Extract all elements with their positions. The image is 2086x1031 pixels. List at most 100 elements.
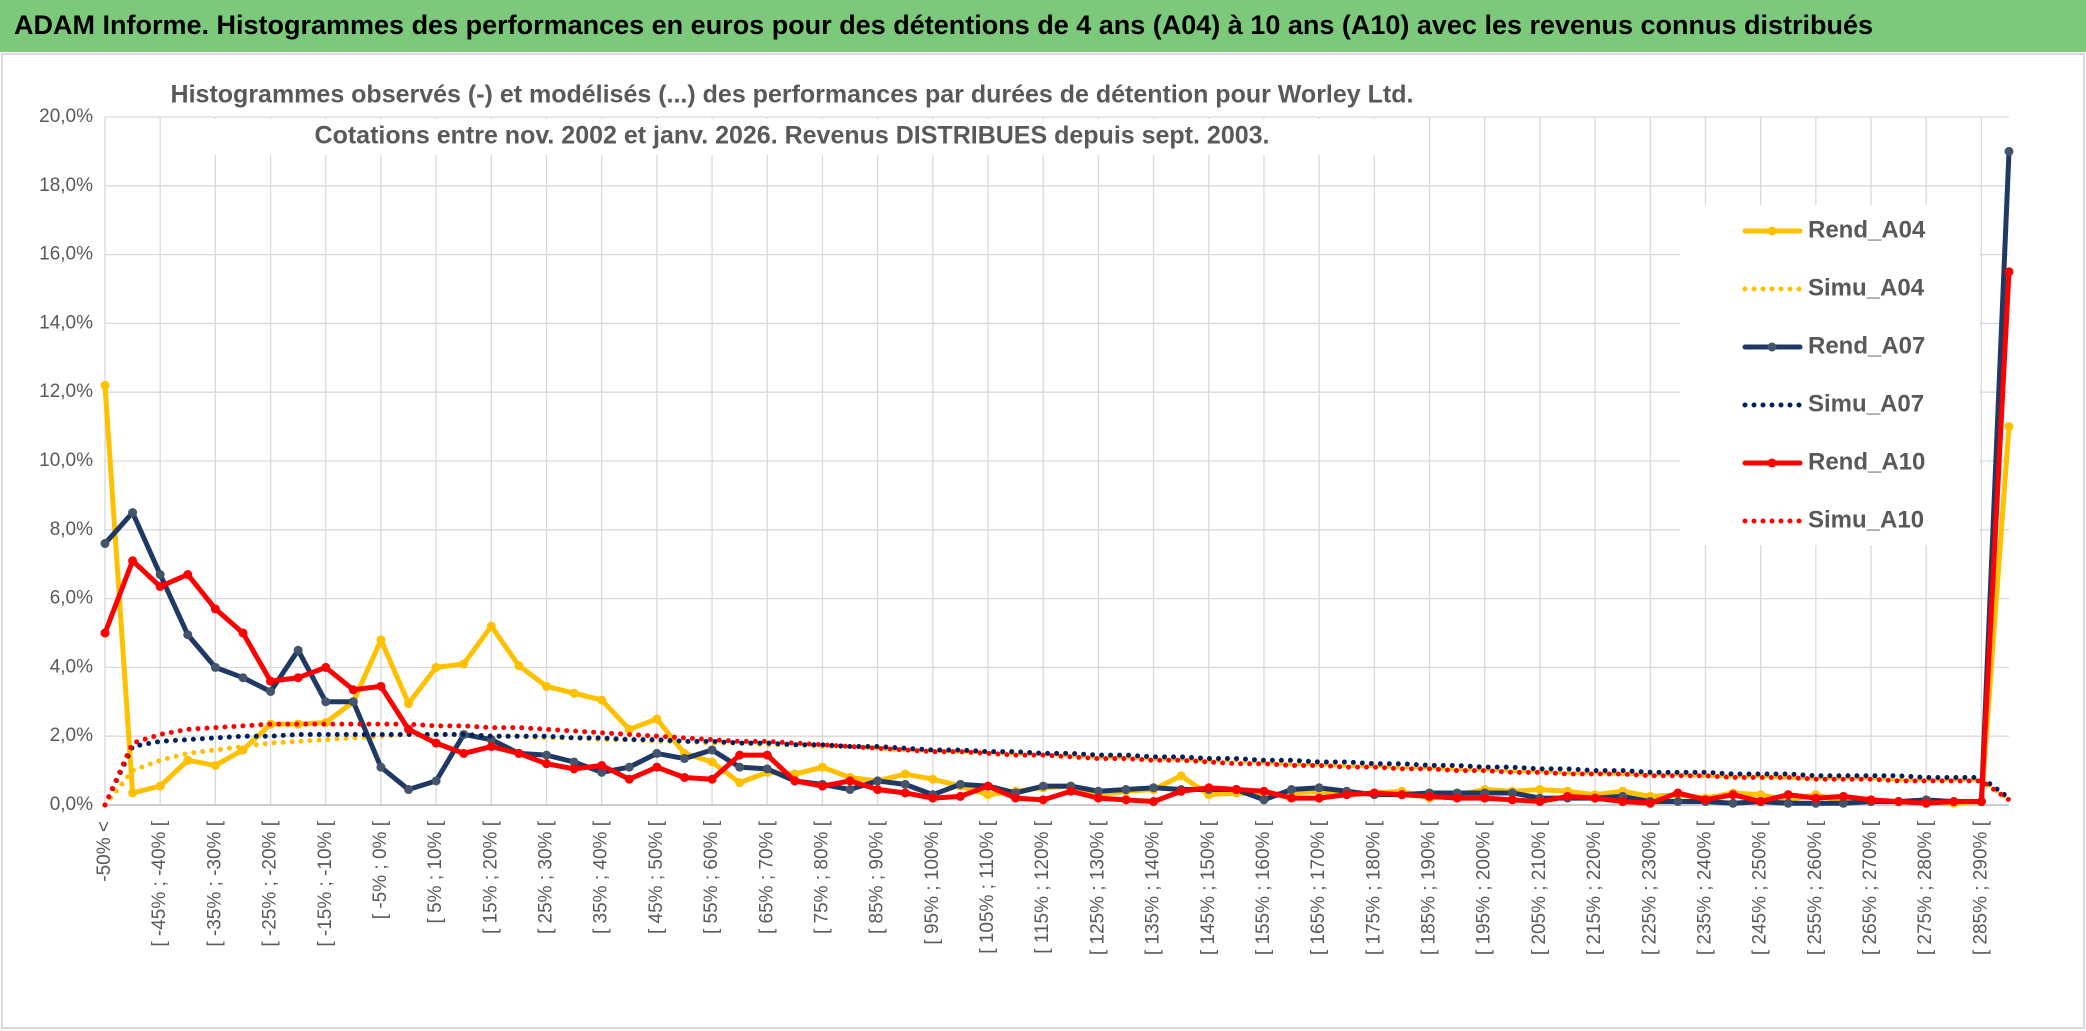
point-marker — [431, 662, 441, 672]
point-marker — [266, 686, 276, 696]
point-marker — [1425, 791, 1435, 801]
subtitle-background — [200, 78, 1385, 114]
point-marker — [1838, 791, 1848, 801]
point-marker — [1728, 790, 1738, 800]
point-marker — [707, 774, 717, 784]
x-tick-label: [ 145% ; 150% [ — [1198, 820, 1219, 955]
x-tick-label: [ 255% ; 260% [ — [1805, 820, 1826, 955]
point-marker — [293, 645, 303, 655]
point-marker — [155, 582, 165, 592]
point-marker — [1976, 797, 1986, 807]
point-marker — [542, 750, 552, 760]
point-marker — [735, 778, 745, 788]
x-tick-label: [ 195% ; 200% [ — [1474, 820, 1495, 955]
y-tick-label: 10,0% — [39, 450, 93, 471]
model-line — [102, 731, 2012, 808]
point-marker — [1314, 793, 1324, 803]
legend-label: Simu_A04 — [1808, 274, 1925, 301]
point-marker — [514, 748, 524, 758]
legend-marker — [1767, 342, 1777, 352]
point-marker — [1011, 793, 1021, 803]
legend-label: Rend_A04 — [1808, 216, 1926, 243]
point-marker — [1480, 793, 1490, 803]
legend-label: Rend_A07 — [1808, 332, 1925, 359]
chart-subtitle: Cotations entre nov. 2002 et janv. 2026.… — [315, 122, 1270, 150]
point-marker — [348, 685, 358, 695]
observed-line — [102, 148, 2012, 806]
point-marker — [404, 785, 414, 795]
point-marker — [1618, 797, 1628, 807]
point-marker — [1149, 797, 1159, 807]
point-marker — [100, 628, 110, 638]
point-marker — [1838, 798, 1848, 808]
legend-label: Simu_A07 — [1808, 390, 1924, 417]
point-marker — [928, 774, 938, 784]
point-marker — [652, 748, 662, 758]
point-marker — [376, 681, 386, 691]
point-marker — [652, 714, 662, 724]
point-marker — [1590, 793, 1600, 803]
point-marker — [1756, 797, 1766, 807]
point-marker — [1038, 781, 1048, 791]
y-tick-label: 14,0% — [39, 312, 93, 333]
point-marker — [1204, 783, 1214, 793]
point-marker — [1949, 797, 1959, 807]
y-tick-label: 2,0% — [50, 725, 93, 746]
point-marker — [2004, 422, 2014, 432]
point-marker — [128, 788, 138, 798]
point-marker — [2004, 267, 2014, 277]
point-marker — [679, 754, 689, 764]
point-marker — [183, 570, 193, 580]
point-marker — [321, 697, 331, 707]
point-marker — [1259, 795, 1269, 805]
point-marker — [1645, 798, 1655, 808]
point-marker — [1783, 790, 1793, 800]
point-marker — [1921, 798, 1931, 808]
point-marker — [404, 724, 414, 734]
point-marker — [597, 695, 607, 705]
x-tick-label: [ 215% ; 220% [ — [1584, 820, 1605, 955]
point-marker — [128, 508, 138, 518]
y-tick-label: 6,0% — [50, 588, 93, 609]
x-tick-label: [ 115% ; 120% [ — [1032, 820, 1053, 953]
point-marker — [1507, 788, 1517, 798]
point-marker — [1287, 793, 1297, 803]
x-tick-label: [ -5% ; 0% [ — [370, 820, 391, 919]
x-tick-label: [ 5% ; 10% [ — [425, 820, 446, 923]
point-marker — [597, 760, 607, 770]
point-marker — [735, 750, 745, 760]
point-marker — [1507, 795, 1517, 805]
point-marker — [652, 762, 662, 772]
point-marker — [1121, 795, 1131, 805]
point-marker — [210, 760, 220, 770]
x-tick-label: [ 75% ; 80% [ — [811, 820, 832, 934]
legend-label: Rend_A10 — [1808, 448, 1925, 475]
point-marker — [790, 776, 800, 786]
point-marker — [1259, 786, 1269, 796]
point-marker — [183, 630, 193, 640]
y-tick-label: 0,0% — [50, 794, 93, 815]
x-tick-label: [ -25% ; -20% [ — [260, 820, 281, 946]
point-marker — [1452, 793, 1462, 803]
point-marker — [210, 604, 220, 614]
point-marker — [707, 745, 717, 755]
point-marker — [238, 673, 248, 683]
point-marker — [624, 724, 634, 734]
point-marker — [955, 779, 965, 789]
point-marker — [983, 781, 993, 791]
point-marker — [569, 688, 579, 698]
legend-marker — [1767, 458, 1777, 468]
observed-line — [102, 269, 2012, 806]
point-marker — [542, 681, 552, 691]
point-marker — [1894, 797, 1904, 807]
point-marker — [100, 380, 110, 390]
point-marker — [155, 781, 165, 791]
point-marker — [569, 764, 579, 774]
x-tick-label: [ 15% ; 20% [ — [480, 820, 501, 934]
point-marker — [955, 791, 965, 801]
point-marker — [1811, 793, 1821, 803]
point-marker — [873, 785, 883, 795]
point-marker — [1342, 790, 1352, 800]
point-marker — [873, 776, 883, 786]
x-tick-label: -50% < — [94, 821, 115, 882]
